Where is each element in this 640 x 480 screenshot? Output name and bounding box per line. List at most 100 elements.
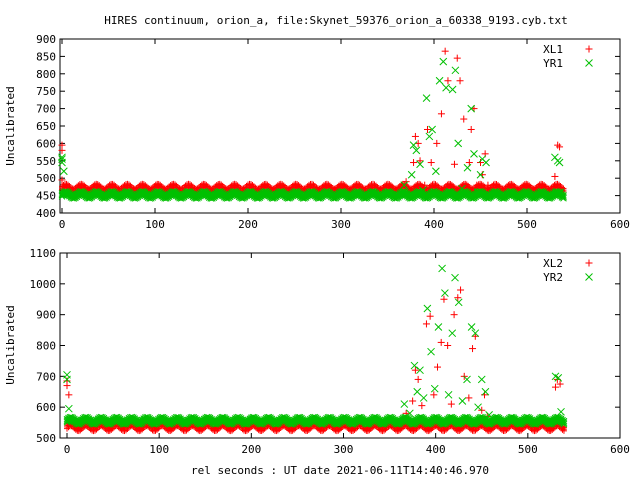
x-tick-label: 100	[145, 218, 165, 231]
y-tick-label: 700	[36, 370, 56, 383]
data-point-xl1	[203, 181, 210, 188]
data-point-xl1	[234, 182, 241, 189]
x-tick-label: 0	[64, 443, 71, 456]
data-point-xl1	[460, 115, 468, 123]
y-tick-label: 600	[36, 137, 56, 150]
legend-label-xl1: XL1	[543, 43, 563, 56]
x-tick-label: 400	[424, 218, 444, 231]
y-tick-label: 400	[36, 207, 56, 220]
y-tick-label: 1000	[30, 278, 57, 291]
y-tick-label: 750	[36, 85, 56, 98]
data-point-xl2	[437, 338, 445, 346]
data-point-xl1	[433, 139, 441, 147]
y-tick-label: 800	[36, 68, 56, 81]
data-point-yr1	[60, 167, 68, 176]
data-point-xl1	[326, 182, 333, 189]
data-point-xl1	[140, 181, 147, 188]
data-point-xl2	[65, 391, 73, 399]
data-point-yr2	[441, 289, 449, 297]
data-point-xl2	[457, 286, 465, 294]
data-point-xl1	[186, 181, 193, 188]
data-point-xl1	[79, 181, 86, 188]
top-y-axis-label: Uncalibrated	[4, 86, 17, 165]
y-tick-label: 900	[36, 309, 56, 322]
data-point-yr2	[427, 347, 435, 356]
y-tick-label: 850	[36, 50, 56, 63]
data-point-xl1	[387, 182, 394, 189]
x-tick-label: 400	[426, 443, 446, 456]
legend-label-yr1: YR1	[543, 57, 563, 70]
x-tick-label: 200	[238, 218, 258, 231]
data-point-xl1	[386, 181, 393, 188]
data-point-xl1	[371, 181, 378, 188]
data-point-xl1	[554, 141, 562, 149]
y-tick-label: 900	[36, 33, 56, 46]
data-point-xl1	[467, 125, 475, 133]
data-point-yr1	[463, 163, 472, 172]
bottom-panel: Uncalibrated 0 100 200 300 400 500 600 500 600 70…	[4, 247, 630, 456]
data-point-xl2	[422, 320, 430, 328]
y-tick-label: 600	[36, 401, 56, 414]
data-point-yr2	[419, 394, 428, 402]
data-point-yr2	[458, 397, 467, 405]
data-point-yr1	[432, 167, 440, 176]
data-point-xl1	[432, 181, 439, 188]
x-tick-label: 500	[518, 443, 538, 456]
data-point-xl1	[325, 181, 332, 188]
bottom-data-points	[63, 264, 568, 435]
y-tick-label: 1100	[30, 247, 57, 260]
data-point-xl1	[450, 160, 458, 168]
data-point-yr2	[438, 264, 446, 273]
y-tick-label: 800	[36, 340, 56, 353]
data-point-xl1	[295, 182, 302, 189]
data-point-xl2	[418, 402, 426, 410]
data-point-xl1	[157, 181, 164, 188]
top-axis-ticks: 0 100 200 300 400 500 600 400 450 500 550 600 650 700…	[36, 33, 630, 231]
data-point-xl2	[469, 345, 477, 353]
data-point-xl1	[410, 159, 418, 167]
data-point-yr1	[407, 170, 416, 179]
data-point-yr1	[470, 149, 478, 158]
data-point-xl1	[456, 77, 464, 85]
x-tick-label: 500	[517, 218, 537, 231]
x-tick-label: 100	[149, 443, 169, 456]
data-point-yr2	[481, 387, 490, 396]
x-tick-label: 200	[241, 443, 261, 456]
data-point-xl1	[437, 110, 445, 118]
data-point-yr1	[422, 94, 431, 103]
legend-marker-yr1	[585, 59, 593, 67]
data-point-xl1	[444, 77, 452, 85]
data-point-xl1	[125, 181, 132, 188]
x-tick-label: 300	[334, 443, 354, 456]
data-point-xl1	[427, 159, 435, 167]
legend-marker-yr2	[585, 273, 593, 281]
top-data-points	[58, 47, 567, 202]
data-point-yr2	[448, 329, 457, 338]
data-point-yr1	[454, 139, 463, 148]
data-point-yr2	[451, 273, 459, 282]
data-point-xl2	[426, 312, 434, 320]
data-point-yr1	[435, 76, 444, 85]
data-point-xl2	[444, 342, 452, 349]
data-point-yr1	[555, 158, 564, 167]
data-point-xl1	[280, 182, 287, 189]
data-point-xl1	[465, 182, 472, 189]
data-point-xl2	[414, 375, 422, 383]
data-point-xl1	[556, 143, 564, 151]
data-point-xl2	[450, 311, 458, 319]
data-point-xl1	[465, 159, 473, 167]
data-point-xl1	[310, 181, 317, 188]
data-point-yr1	[439, 57, 448, 66]
data-point-xl1	[463, 181, 470, 188]
data-point-xl2	[430, 391, 438, 399]
data-point-yr1	[448, 85, 457, 94]
data-point-yr2	[400, 400, 409, 408]
x-tick-label: 600	[610, 443, 630, 456]
top-panel: Uncalibrated 0 100 200 300 400 500 600 400 450 50…	[4, 33, 630, 231]
data-point-xl1	[551, 172, 559, 180]
data-point-xl1	[96, 182, 103, 189]
data-point-xl1	[233, 181, 240, 188]
